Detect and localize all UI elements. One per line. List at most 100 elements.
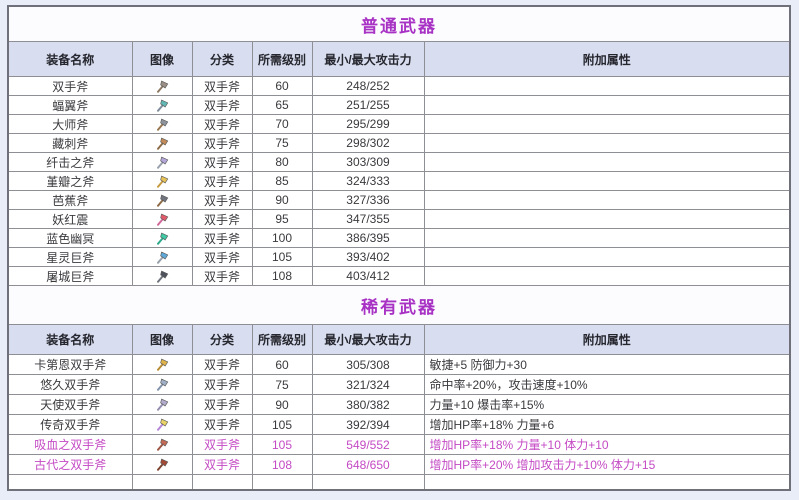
weapon-image-cell bbox=[131, 394, 193, 415]
weapon-attack-cell: 298/302 bbox=[311, 133, 425, 153]
weapon-attack-cell: 549/552 bbox=[311, 434, 425, 455]
empty-cell bbox=[131, 474, 193, 491]
weapon-attack-cell: 392/394 bbox=[311, 414, 425, 435]
weapon-level-cell: 80 bbox=[251, 152, 313, 172]
rare-weapons-body: 卡第恩双手斧 双手斧 60 305/308 敏捷+5 防御力+30 悠久双手斧 双手斧 75 3… bbox=[7, 354, 791, 475]
weapon-attack-cell: 347/355 bbox=[311, 209, 425, 229]
col-header-attributes: 附加属性 bbox=[423, 324, 791, 355]
axe-icon bbox=[156, 251, 168, 264]
section-title-normal: 普通武器 bbox=[7, 5, 791, 42]
axe-icon bbox=[156, 270, 168, 283]
weapon-category-cell: 双手斧 bbox=[191, 95, 253, 115]
weapon-category-cell: 双手斧 bbox=[191, 152, 253, 172]
col-header-category: 分类 bbox=[191, 324, 253, 355]
header-row-rare: 装备名称 图像 分类 所需级别 最小/最大攻击力 附加属性 bbox=[7, 324, 791, 355]
table-row: 妖红震 双手斧 95 347/355 bbox=[7, 209, 791, 229]
weapon-attributes-cell: 敏捷+5 防御力+30 bbox=[423, 354, 791, 375]
col-header-category: 分类 bbox=[191, 41, 253, 77]
empty-cell bbox=[7, 474, 133, 491]
weapon-category-cell: 双手斧 bbox=[191, 354, 253, 375]
weapon-image-cell bbox=[131, 266, 193, 286]
weapon-image-cell bbox=[131, 414, 193, 435]
weapon-level-cell: 105 bbox=[251, 414, 313, 435]
empty-cell bbox=[191, 474, 253, 491]
axe-icon bbox=[156, 156, 168, 169]
col-header-attributes: 附加属性 bbox=[423, 41, 791, 77]
weapon-attributes-cell: 命中率+20%，攻击速度+10% bbox=[423, 374, 791, 395]
weapon-attack-cell: 393/402 bbox=[311, 247, 425, 267]
col-header-image: 图像 bbox=[131, 324, 193, 355]
weapon-attributes-cell: 力量+10 爆击率+15% bbox=[423, 394, 791, 415]
normal-weapons-body: 双手斧 双手斧 60 248/252 蝠翼斧 双手斧 65 251/255 大师斧 双手斧 70 29… bbox=[7, 76, 791, 286]
weapon-category-cell: 双手斧 bbox=[191, 228, 253, 248]
col-header-image: 图像 bbox=[131, 41, 193, 77]
weapon-name-cell: 卡第恩双手斧 bbox=[7, 354, 133, 375]
weapon-attributes-cell bbox=[423, 266, 791, 286]
weapon-attack-cell: 251/255 bbox=[311, 95, 425, 115]
col-header-level: 所需级别 bbox=[251, 324, 313, 355]
axe-icon bbox=[156, 213, 168, 226]
col-header-equip-name: 装备名称 bbox=[7, 324, 133, 355]
weapon-name-cell: 纤击之斧 bbox=[7, 152, 133, 172]
weapon-attack-cell: 403/412 bbox=[311, 266, 425, 286]
section-title-row-rare: 稀有武器 bbox=[7, 285, 791, 325]
axe-icon bbox=[156, 175, 168, 188]
weapon-name-cell: 大师斧 bbox=[7, 114, 133, 134]
col-header-attack: 最小/最大攻击力 bbox=[311, 324, 425, 355]
weapon-level-cell: 70 bbox=[251, 114, 313, 134]
empty-cell bbox=[311, 474, 425, 491]
weapon-level-cell: 75 bbox=[251, 133, 313, 153]
table-row: 悠久双手斧 双手斧 75 321/324 命中率+20%，攻击速度+10% bbox=[7, 374, 791, 395]
table-row: 蓝色幽冥 双手斧 100 386/395 bbox=[7, 228, 791, 248]
axe-icon bbox=[156, 458, 168, 471]
weapon-name-cell: 吸血之双手斧 bbox=[7, 434, 133, 455]
weapon-category-cell: 双手斧 bbox=[191, 454, 253, 475]
weapon-name-cell: 藏刺斧 bbox=[7, 133, 133, 153]
weapon-attack-cell: 327/336 bbox=[311, 190, 425, 210]
weapon-level-cell: 95 bbox=[251, 209, 313, 229]
empty-cell bbox=[251, 474, 313, 491]
table-row: 蝠翼斧 双手斧 65 251/255 bbox=[7, 95, 791, 115]
table-row: 大师斧 双手斧 70 295/299 bbox=[7, 114, 791, 134]
weapon-attack-cell: 648/650 bbox=[311, 454, 425, 475]
weapon-category-cell: 双手斧 bbox=[191, 247, 253, 267]
weapon-name-cell: 星灵巨斧 bbox=[7, 247, 133, 267]
weapon-name-cell: 芭蕉斧 bbox=[7, 190, 133, 210]
table-row: 纤击之斧 双手斧 80 303/309 bbox=[7, 152, 791, 172]
table-row: 天使双手斧 双手斧 90 380/382 力量+10 爆击率+15% bbox=[7, 394, 791, 415]
weapon-name-cell: 堇瓣之斧 bbox=[7, 171, 133, 191]
table-row: 传奇双手斧 双手斧 105 392/394 增加HP率+18% 力量+6 bbox=[7, 414, 791, 435]
weapon-attributes-cell bbox=[423, 228, 791, 248]
weapon-level-cell: 60 bbox=[251, 76, 313, 96]
weapon-attributes-cell bbox=[423, 171, 791, 191]
weapon-attributes-cell bbox=[423, 247, 791, 267]
table-row: 藏刺斧 双手斧 75 298/302 bbox=[7, 133, 791, 153]
weapon-attributes-cell bbox=[423, 76, 791, 96]
weapon-name-cell: 双手斧 bbox=[7, 76, 133, 96]
axe-icon bbox=[156, 232, 168, 245]
col-header-equip-name: 装备名称 bbox=[7, 41, 133, 77]
weapon-name-cell: 天使双手斧 bbox=[7, 394, 133, 415]
axe-icon bbox=[156, 358, 168, 371]
weapon-level-cell: 105 bbox=[251, 247, 313, 267]
table-row: 星灵巨斧 双手斧 105 393/402 bbox=[7, 247, 791, 267]
weapon-name-cell: 传奇双手斧 bbox=[7, 414, 133, 435]
weapon-image-cell bbox=[131, 114, 193, 134]
axe-icon bbox=[156, 99, 168, 112]
section-title-row-normal: 普通武器 bbox=[7, 5, 791, 42]
col-header-level: 所需级别 bbox=[251, 41, 313, 77]
weapon-level-cell: 105 bbox=[251, 434, 313, 455]
weapon-name-cell: 蓝色幽冥 bbox=[7, 228, 133, 248]
table-row: 古代之双手斧 双手斧 108 648/650 增加HP率+20% 增加攻击力+10% 体… bbox=[7, 454, 791, 475]
weapon-image-cell bbox=[131, 171, 193, 191]
weapon-image-cell bbox=[131, 133, 193, 153]
weapon-image-cell bbox=[131, 152, 193, 172]
weapon-image-cell bbox=[131, 95, 193, 115]
weapon-level-cell: 90 bbox=[251, 394, 313, 415]
weapon-name-cell: 悠久双手斧 bbox=[7, 374, 133, 395]
axe-icon bbox=[156, 418, 168, 431]
axe-icon bbox=[156, 194, 168, 207]
weapon-image-cell bbox=[131, 190, 193, 210]
weapon-category-cell: 双手斧 bbox=[191, 114, 253, 134]
weapon-attack-cell: 321/324 bbox=[311, 374, 425, 395]
